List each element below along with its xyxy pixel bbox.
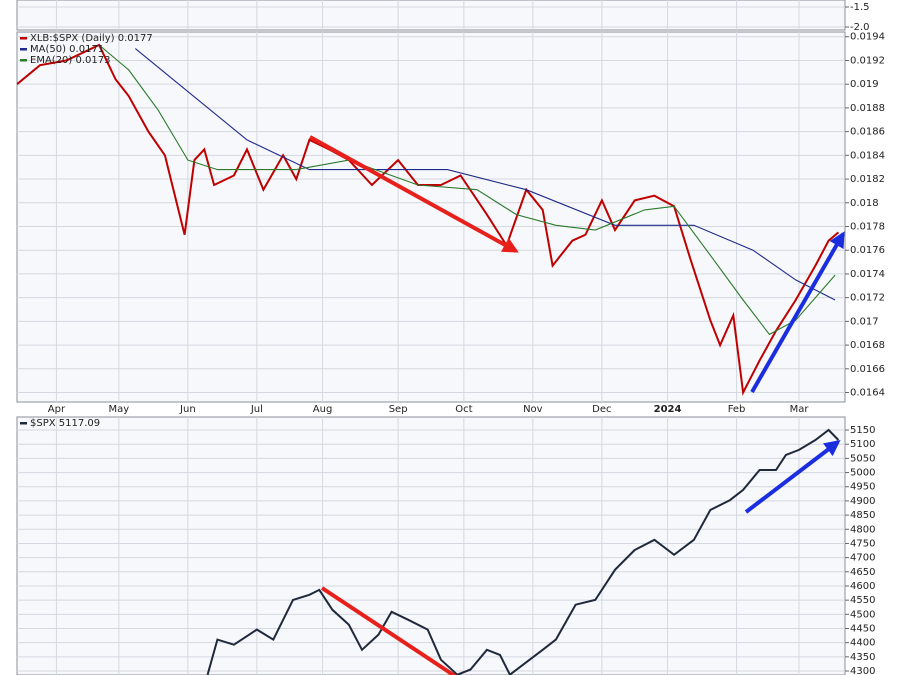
y-tick-label: 4350 — [850, 652, 875, 663]
y-tick-label: 0.017 — [850, 316, 879, 327]
y-tick-label: 4400 — [850, 638, 875, 649]
panel — [16, 416, 846, 675]
y-tick-label: 0.0192 — [850, 55, 885, 66]
y-tick-label: 0.0182 — [850, 174, 885, 185]
plot-area — [206, 428, 840, 675]
legend-label: MA(50) 0.0171 — [30, 44, 104, 55]
y-tick-label: 4550 — [850, 595, 875, 606]
y-tick-label: 0.018 — [850, 198, 879, 209]
series-line — [98, 44, 836, 336]
x-tick-label: Dec — [592, 404, 611, 415]
legend-swatch — [20, 422, 27, 425]
y-tick-label: 4950 — [850, 482, 875, 493]
y-tick-label: 0.019 — [850, 79, 879, 90]
y-tick-label: 5100 — [850, 439, 875, 450]
panel — [16, 31, 846, 403]
x-tick-label: Sep — [389, 404, 408, 415]
trend-arrow — [750, 231, 845, 393]
legend-swatch — [20, 59, 27, 62]
y-tick-label: 4500 — [850, 609, 875, 620]
x-tick-label: Jul — [250, 404, 263, 415]
y-tick-label: 0.0184 — [850, 150, 885, 161]
y-tick-label: 4900 — [850, 496, 875, 507]
y-tick-label: 5000 — [850, 468, 875, 479]
y-tick-label: -1.5 — [850, 2, 870, 13]
trend-arrow — [320, 586, 458, 675]
y-tick-label: 0.0174 — [850, 269, 885, 280]
legend-label: $SPX 5117.09 — [30, 418, 100, 429]
plot-area — [17, 43, 840, 396]
y-tick-label: 4700 — [850, 553, 875, 564]
x-tick-label: Apr — [48, 404, 66, 415]
y-tick-label: 0.0186 — [850, 127, 885, 138]
x-tick-label: Mar — [790, 404, 810, 415]
x-tick-label: Oct — [455, 404, 472, 415]
y-tick-label: 0.0164 — [850, 388, 885, 399]
y-tick-label: 0.0178 — [850, 221, 885, 232]
panel — [16, 0, 846, 31]
y-tick-label: -2.0 — [850, 22, 870, 33]
y-tick-label: 4800 — [850, 524, 875, 535]
series-line — [17, 43, 840, 396]
y-tick-label: 4600 — [850, 581, 875, 592]
y-tick-label: 4750 — [850, 538, 875, 549]
trend-arrow — [744, 440, 841, 514]
y-tick-label: 0.0166 — [850, 364, 885, 375]
legend-label: EMA(20) 0.0173 — [30, 55, 110, 66]
y-tick-label: 0.0168 — [850, 340, 885, 351]
legend-swatch — [20, 48, 27, 51]
x-tick-label: Jun — [179, 404, 196, 415]
y-tick-label: 0.0172 — [850, 293, 885, 304]
series-line — [134, 48, 836, 301]
y-tick-label: 5150 — [850, 425, 875, 436]
y-tick-label: 4650 — [850, 567, 875, 578]
x-tick-label: 2024 — [654, 404, 682, 415]
y-tick-label: 4450 — [850, 624, 875, 635]
y-tick-label: 4300 — [850, 666, 875, 675]
trend-arrow — [309, 135, 519, 253]
y-tick-label: 0.0188 — [850, 103, 885, 114]
annotations — [309, 135, 845, 675]
x-tick-label: Nov — [523, 404, 543, 415]
y-tick-label: 0.0176 — [850, 245, 885, 256]
y-tick-label: 0.0194 — [850, 32, 885, 43]
series-line — [206, 428, 840, 675]
y-tick-label: 5050 — [850, 453, 875, 464]
legend-swatch — [20, 37, 27, 40]
legend-label: XLB:$SPX (Daily) 0.0177 — [30, 33, 153, 44]
x-tick-label: Aug — [313, 404, 333, 415]
x-tick-label: Feb — [728, 404, 746, 415]
y-tick-label: 4850 — [850, 510, 875, 521]
x-tick-label: May — [109, 404, 130, 415]
